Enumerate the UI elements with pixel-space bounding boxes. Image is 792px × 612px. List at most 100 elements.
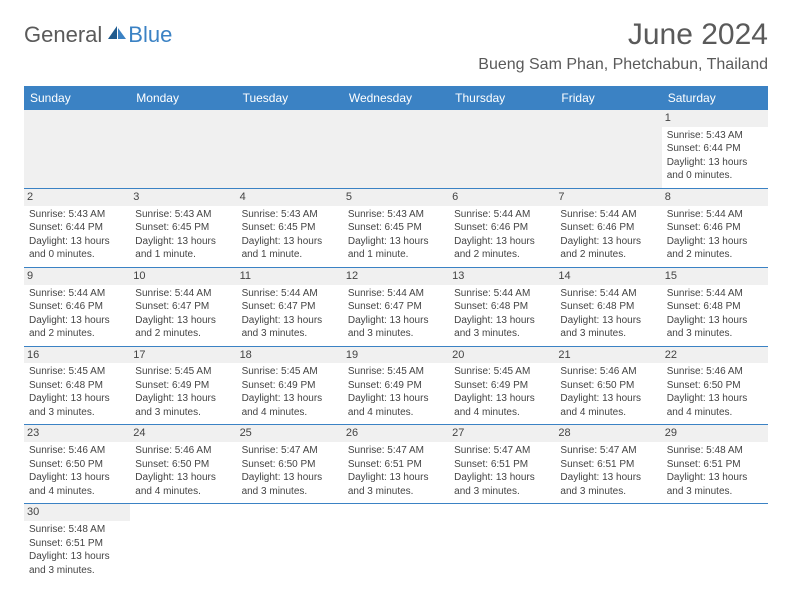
- month-title: June 2024: [478, 18, 768, 52]
- day-cell: 30Sunrise: 5:48 AMSunset: 6:51 PMDayligh…: [24, 504, 130, 582]
- daylight-text: Daylight: 13 hours and 3 minutes.: [667, 471, 763, 498]
- sunrise-text: Sunrise: 5:44 AM: [29, 287, 125, 301]
- sunset-text: Sunset: 6:49 PM: [454, 379, 550, 393]
- day-number: 15: [662, 268, 768, 285]
- day-cell: 19Sunrise: 5:45 AMSunset: 6:49 PMDayligh…: [343, 347, 449, 426]
- day-cell: 21Sunrise: 5:46 AMSunset: 6:50 PMDayligh…: [555, 347, 661, 426]
- daylight-text: Daylight: 13 hours and 0 minutes.: [667, 156, 763, 183]
- sunrise-text: Sunrise: 5:44 AM: [454, 287, 550, 301]
- day-cell: [343, 110, 449, 189]
- day-cell: 10Sunrise: 5:44 AMSunset: 6:47 PMDayligh…: [130, 268, 236, 347]
- day-number: 7: [555, 189, 661, 206]
- daylight-text: Daylight: 13 hours and 3 minutes.: [454, 471, 550, 498]
- week-row: 1 Sunrise: 5:43 AMSunset: 6:44 PMDaylight…: [24, 110, 768, 189]
- daylight-text: Daylight: 13 hours and 4 minutes.: [454, 392, 550, 419]
- day-cell: 28Sunrise: 5:47 AMSunset: 6:51 PMDayligh…: [555, 425, 661, 504]
- daylight-text: Daylight: 13 hours and 3 minutes.: [667, 314, 763, 341]
- day-cell: 15Sunrise: 5:44 AMSunset: 6:48 PMDayligh…: [662, 268, 768, 347]
- sunset-text: Sunset: 6:46 PM: [29, 300, 125, 314]
- week-row: 2 Sunrise: 5:43 AM Sunset: 6:44 PM Daylight…: [24, 189, 768, 268]
- sunset-text: Sunset: 6:46 PM: [667, 221, 763, 235]
- sunrise-text: Sunrise: 5:46 AM: [29, 444, 125, 458]
- logo: General Blue: [24, 22, 172, 48]
- day-cell: 26Sunrise: 5:47 AMSunset: 6:51 PMDayligh…: [343, 425, 449, 504]
- daylight-text: Daylight: 13 hours and 3 minutes.: [29, 392, 125, 419]
- day-number: 24: [130, 425, 236, 442]
- daylight-text: Daylight: 13 hours and 2 minutes.: [454, 235, 550, 262]
- sunrise-text: Sunrise: 5:44 AM: [454, 208, 550, 222]
- day-number: 28: [555, 425, 661, 442]
- day-cell: [449, 110, 555, 189]
- sunset-text: Sunset: 6:49 PM: [242, 379, 338, 393]
- sunset-text: Sunset: 6:46 PM: [454, 221, 550, 235]
- calendar-weeks: 1Sunrise: 5:43 AMSunset: 6:44 PMDaylight…: [24, 110, 768, 582]
- day-number: 14: [555, 268, 661, 285]
- day-cell: 11Sunrise: 5:44 AMSunset: 6:47 PMDayligh…: [237, 268, 343, 347]
- day-cell: 17Sunrise: 5:45 AMSunset: 6:49 PMDayligh…: [130, 347, 236, 426]
- day-cell: [555, 110, 661, 189]
- sunset-text: Sunset: 6:51 PM: [348, 458, 444, 472]
- daylight-text: Daylight: 13 hours and 4 minutes.: [667, 392, 763, 419]
- sunrise-text: Sunrise: 5:44 AM: [348, 287, 444, 301]
- day-number: 1: [662, 110, 768, 127]
- sunset-text: Sunset: 6:44 PM: [29, 221, 125, 235]
- day-number: 5: [343, 189, 449, 206]
- sunset-text: Sunset: 6:48 PM: [454, 300, 550, 314]
- daylight-text: Daylight: 13 hours and 1 minute.: [348, 235, 444, 262]
- sunrise-text: Sunrise: 5:48 AM: [29, 523, 125, 537]
- sunset-text: Sunset: 6:44 PM: [667, 142, 763, 156]
- day-cell: 14Sunrise: 5:44 AMSunset: 6:48 PMDayligh…: [555, 268, 661, 347]
- day-cell: 5 Sunrise: 5:43 AMSunset: 6:45 PMDaylight…: [343, 189, 449, 268]
- day-number: 21: [555, 347, 661, 364]
- week-row: 9Sunrise: 5:44 AMSunset: 6:46 PMDaylight…: [24, 268, 768, 347]
- sunrise-text: Sunrise: 5:45 AM: [348, 365, 444, 379]
- day-header: Wednesday: [343, 86, 449, 110]
- sunrise-text: Sunrise: 5:44 AM: [560, 287, 656, 301]
- day-number: 2: [24, 189, 130, 206]
- week-row: 16Sunrise: 5:45 AMSunset: 6:48 PMDayligh…: [24, 347, 768, 426]
- day-number: 11: [237, 268, 343, 285]
- daylight-text: Daylight: 13 hours and 4 minutes.: [242, 392, 338, 419]
- sunrise-text: Sunrise: 5:45 AM: [135, 365, 231, 379]
- sunset-text: Sunset: 6:51 PM: [667, 458, 763, 472]
- daylight-text: Daylight: 13 hours and 4 minutes.: [348, 392, 444, 419]
- sunset-text: Sunset: 6:48 PM: [667, 300, 763, 314]
- sunrise-text: Sunrise: 5:44 AM: [667, 208, 763, 222]
- day-header: Saturday: [662, 86, 768, 110]
- sunset-text: Sunset: 6:45 PM: [348, 221, 444, 235]
- daylight-text: Daylight: 13 hours and 1 minute.: [135, 235, 231, 262]
- sunset-text: Sunset: 6:51 PM: [29, 537, 125, 551]
- day-cell: 27Sunrise: 5:47 AMSunset: 6:51 PMDayligh…: [449, 425, 555, 504]
- sunset-text: Sunset: 6:51 PM: [454, 458, 550, 472]
- day-cell: [449, 504, 555, 582]
- day-cell: [237, 110, 343, 189]
- day-number: 17: [130, 347, 236, 364]
- day-cell: [130, 504, 236, 582]
- day-number: 29: [662, 425, 768, 442]
- day-cell: [237, 504, 343, 582]
- day-cell: 13Sunrise: 5:44 AMSunset: 6:48 PMDayligh…: [449, 268, 555, 347]
- day-number: 27: [449, 425, 555, 442]
- day-number: 19: [343, 347, 449, 364]
- daylight-text: Daylight: 13 hours and 2 minutes.: [667, 235, 763, 262]
- sunrise-text: Sunrise: 5:45 AM: [29, 365, 125, 379]
- daylight-text: Daylight: 13 hours and 2 minutes.: [29, 314, 125, 341]
- day-header: Friday: [555, 86, 661, 110]
- sunset-text: Sunset: 6:49 PM: [135, 379, 231, 393]
- sunset-text: Sunset: 6:47 PM: [348, 300, 444, 314]
- header: General Blue June 2024 Bueng Sam Phan, P…: [24, 18, 768, 74]
- day-headers-row: SundayMondayTuesdayWednesdayThursdayFrid…: [24, 86, 768, 110]
- week-row: 30Sunrise: 5:48 AMSunset: 6:51 PMDayligh…: [24, 504, 768, 582]
- day-cell: 23Sunrise: 5:46 AMSunset: 6:50 PMDayligh…: [24, 425, 130, 504]
- daylight-text: Daylight: 13 hours and 4 minutes.: [29, 471, 125, 498]
- sunrise-text: Sunrise: 5:43 AM: [667, 129, 763, 143]
- day-number: 8: [662, 189, 768, 206]
- sunrise-text: Sunrise: 5:43 AM: [348, 208, 444, 222]
- logo-sail-icon: [106, 24, 128, 47]
- day-number: 20: [449, 347, 555, 364]
- daylight-text: Daylight: 13 hours and 3 minutes.: [29, 550, 125, 577]
- day-cell: 12Sunrise: 5:44 AMSunset: 6:47 PMDayligh…: [343, 268, 449, 347]
- day-cell: 2Sunrise: 5:43 AMSunset: 6:44 PMDaylight…: [24, 189, 130, 268]
- sunrise-text: Sunrise: 5:47 AM: [242, 444, 338, 458]
- day-number: 18: [237, 347, 343, 364]
